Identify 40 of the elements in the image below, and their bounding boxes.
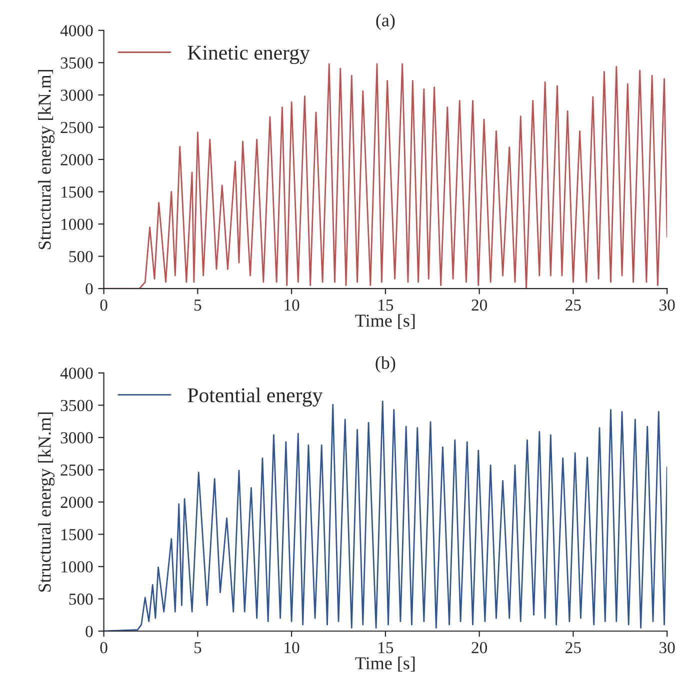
y-tick-label: 4000: [60, 25, 93, 36]
y-tick-label: 1000: [62, 218, 93, 230]
x-tick-label: 10: [284, 299, 300, 311]
y-tick-label: 2000: [60, 154, 93, 166]
x-tick-label: 30: [660, 642, 675, 654]
x-tick-label: 25: [566, 300, 581, 311]
y-tick-label: 3500: [60, 57, 93, 69]
x-tick-label: 0: [100, 642, 108, 654]
chart-title: (a): [376, 14, 395, 30]
y-tick-label: 0: [86, 626, 93, 638]
x-tick-label: 15: [378, 300, 394, 311]
x-tick-label: 30: [660, 299, 675, 311]
y-tick-label: 4000: [60, 368, 93, 379]
x-axis-title: Time [s]: [355, 656, 415, 672]
y-tick-label: 0: [86, 283, 93, 295]
x-axis-title: Time [s]: [355, 314, 415, 330]
y-axis-title: Structural energy [kN.m]: [38, 412, 54, 592]
legend-label: Potential energy: [188, 388, 323, 407]
x-tick-label: 20: [472, 642, 488, 654]
y-tick-label: 1000: [62, 561, 93, 573]
y-tick-label: 500: [69, 250, 93, 262]
y-tick-label: 2000: [60, 496, 93, 508]
y-tick-label: 2500: [60, 122, 93, 134]
chart-title: (b): [376, 356, 396, 373]
y-axis-title: Structural energy [kN.m]: [38, 70, 54, 250]
y-tick-label: 2500: [60, 464, 93, 476]
y-tick-label: 500: [69, 594, 93, 605]
x-tick-label: 0: [100, 299, 108, 311]
x-tick-label: 20: [472, 299, 488, 311]
y-tick-label: 3500: [60, 400, 93, 412]
y-tick-label: 3000: [60, 432, 93, 444]
x-tick-label: 10: [284, 642, 300, 654]
x-tick-label: 5: [194, 300, 202, 311]
y-tick-label: 1500: [62, 186, 93, 198]
legend-label: Kinetic energy: [188, 46, 310, 64]
x-tick-label: 25: [566, 642, 581, 654]
y-tick-label: 1500: [62, 529, 93, 540]
x-tick-label: 15: [378, 642, 394, 654]
y-tick-label: 3000: [60, 90, 93, 101]
x-tick-label: 5: [194, 642, 202, 654]
